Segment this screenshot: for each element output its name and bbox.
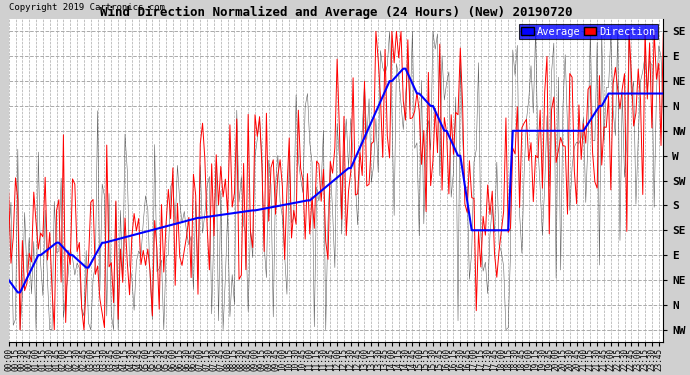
Text: Copyright 2019 Cartronics.com: Copyright 2019 Cartronics.com [9, 3, 164, 12]
Title: Wind Direction Normalized and Average (24 Hours) (New) 20190720: Wind Direction Normalized and Average (2… [100, 6, 572, 19]
Legend: Average, Direction: Average, Direction [518, 24, 658, 39]
